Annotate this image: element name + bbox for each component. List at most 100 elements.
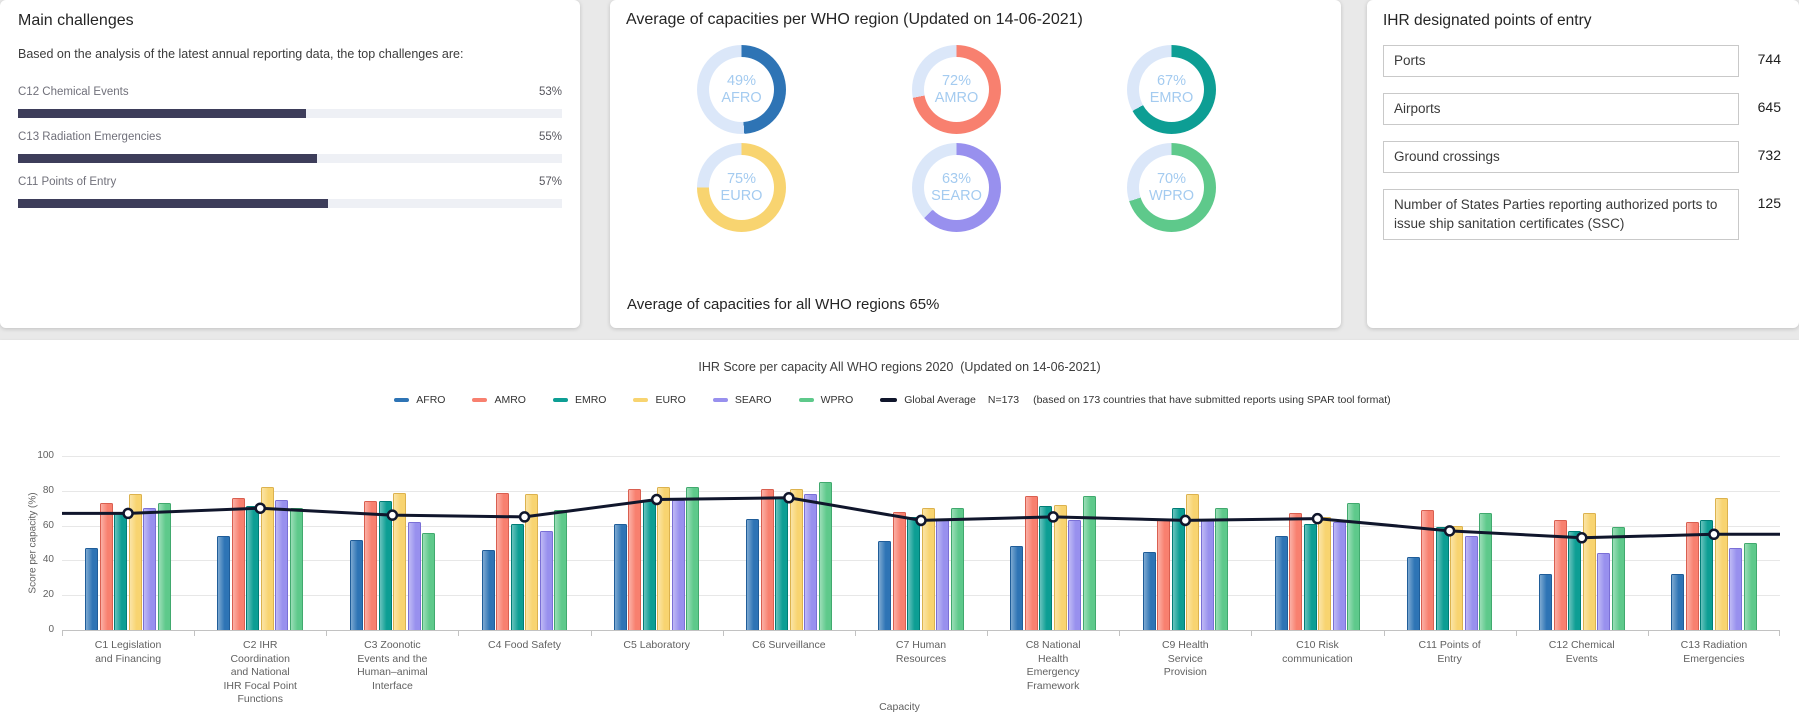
bar-amro-c8[interactable] [1024,496,1038,630]
bar-amro-c13[interactable] [1685,522,1699,630]
bar-wpro-c2[interactable] [289,508,303,630]
donut-chart-searo[interactable]: 63% SEARO [912,143,1001,232]
bar-afro-c3[interactable] [349,539,363,630]
bar-searo-c1[interactable] [143,508,157,630]
bar-wpro-c13[interactable] [1743,543,1757,630]
bar-amro-c5[interactable] [628,489,642,630]
bar-euro-c7[interactable] [921,508,935,630]
bar-wpro-c4[interactable] [554,509,568,630]
bar-afro-c7[interactable] [878,541,892,630]
legend-item-afro[interactable]: AFRO [394,394,445,406]
donut-chart-amro[interactable]: 72% AMRO [912,45,1001,134]
bar-emro-c3[interactable] [378,501,392,630]
bar-euro-c2[interactable] [260,487,274,630]
bar-wpro-c12[interactable] [1611,527,1625,630]
chart-legend: AFRO AMRO EMRO EURO SEARO WPRO Global Average N… [0,394,1799,406]
bar-searo-c11[interactable] [1464,536,1478,630]
gridline-20 [62,595,1780,597]
bar-searo-c4[interactable] [539,530,553,630]
bar-emro-c10[interactable] [1303,523,1317,630]
bar-emro-c13[interactable] [1700,520,1714,630]
bar-emro-c1[interactable] [114,511,128,630]
bar-searo-c5[interactable] [671,499,685,630]
y-tick-label-40: 40 [42,554,54,566]
bar-afro-c12[interactable] [1539,574,1553,630]
x-category-label-c2: C2 IHR Coordination and National IHR Foc… [223,639,297,705]
bar-emro-c4[interactable] [510,523,524,630]
bar-emro-c8[interactable] [1039,506,1053,630]
bar-emro-c9[interactable] [1171,508,1185,630]
bar-afro-c11[interactable] [1406,556,1420,630]
bar-euro-c13[interactable] [1714,497,1728,630]
bar-amro-c11[interactable] [1421,509,1435,630]
bar-amro-c12[interactable] [1553,520,1567,630]
bar-euro-c8[interactable] [1053,504,1067,630]
bar-afro-c2[interactable] [217,536,231,630]
bar-searo-c7[interactable] [936,520,950,630]
bar-searo-c2[interactable] [275,499,289,630]
bar-emro-c5[interactable] [642,501,656,630]
bar-amro-c4[interactable] [496,492,510,630]
legend-item-emro[interactable]: EMRO [552,394,606,406]
bar-searo-c6[interactable] [804,494,818,630]
bar-euro-c12[interactable] [1582,513,1596,630]
bar-amro-c1[interactable] [99,502,113,630]
bar-afro-c4[interactable] [481,549,495,630]
bar-wpro-c7[interactable] [950,508,964,630]
donut-center: 67% EMRO [1139,57,1204,122]
legend-item-euro[interactable]: EURO [633,394,686,406]
bar-euro-c11[interactable] [1450,525,1464,630]
bar-amro-c9[interactable] [1157,520,1171,630]
bar-euro-c10[interactable] [1318,516,1332,630]
bar-afro-c10[interactable] [1274,536,1288,630]
bar-emro-c6[interactable] [775,497,789,630]
donut-chart-afro[interactable]: 49% AFRO [697,45,786,134]
bar-amro-c7[interactable] [892,511,906,630]
bar-emro-c11[interactable] [1435,527,1449,630]
bar-afro-c13[interactable] [1671,574,1685,630]
bar-amro-c6[interactable] [760,489,774,630]
donut-chart-emro[interactable]: 67% EMRO [1127,45,1216,134]
bar-afro-c1[interactable] [85,548,99,630]
bar-wpro-c10[interactable] [1347,502,1361,630]
challenge-bar-track [18,199,562,208]
donut-percent-label: 75% [726,170,757,187]
bar-wpro-c5[interactable] [686,487,700,630]
bar-searo-c12[interactable] [1597,553,1611,630]
legend-item-wpro[interactable]: WPRO [798,394,853,406]
bar-wpro-c9[interactable] [1215,508,1229,630]
bar-wpro-c1[interactable] [157,502,171,630]
bar-searo-c8[interactable] [1068,520,1082,630]
bar-euro-c6[interactable] [789,489,803,630]
legend-note: (based on 173 countries that have submit… [1033,394,1391,406]
bar-wpro-c8[interactable] [1082,496,1096,630]
bar-amro-c10[interactable] [1289,513,1303,630]
bar-searo-c3[interactable] [407,522,421,630]
bar-amro-c3[interactable] [364,501,378,630]
legend-item-global-average[interactable]: Global Average [880,394,976,406]
bar-euro-c1[interactable] [128,494,142,630]
bar-emro-c12[interactable] [1568,530,1582,630]
bar-amro-c2[interactable] [231,497,245,630]
bar-emro-c7[interactable] [907,516,921,630]
bar-euro-c4[interactable] [525,494,539,630]
bar-afro-c8[interactable] [1010,546,1024,630]
bar-wpro-c3[interactable] [422,532,436,630]
bar-searo-c9[interactable] [1200,518,1214,630]
bar-afro-c5[interactable] [613,523,627,630]
bar-searo-c13[interactable] [1729,548,1743,630]
bar-euro-c3[interactable] [393,492,407,630]
legend-item-searo[interactable]: SEARO [712,394,772,406]
legend-item-amro[interactable]: AMRO [472,394,526,406]
bar-afro-c6[interactable] [746,518,760,630]
donut-chart-euro[interactable]: 75% EURO [697,143,786,232]
bar-euro-c9[interactable] [1186,494,1200,630]
donut-chart-wpro[interactable]: 70% WPRO [1127,143,1216,232]
bar-euro-c5[interactable] [657,487,671,630]
bar-searo-c10[interactable] [1332,522,1346,630]
bar-wpro-c11[interactable] [1479,513,1493,630]
main-challenges-card: Main challenges Based on the analysis of… [0,0,580,328]
bar-afro-c9[interactable] [1142,551,1156,630]
bar-emro-c2[interactable] [246,506,260,630]
bar-wpro-c6[interactable] [818,482,832,630]
